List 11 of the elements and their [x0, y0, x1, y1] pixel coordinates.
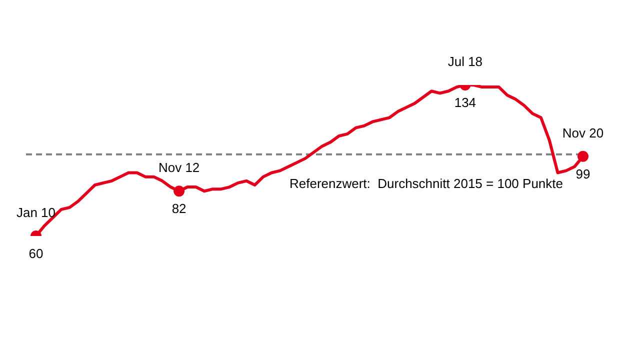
- ref-line-label: Referenzwert: Durchschnitt 2015 = 100 Punkte: [289, 176, 563, 191]
- x-tick-label: Jan 10: [16, 205, 56, 220]
- x-tick-label: Nov 12: [158, 160, 200, 176]
- point: [578, 150, 588, 162]
- data-label: 82: [172, 201, 186, 216]
- data-label: 60: [28, 246, 44, 262]
- x-tick-label: Nov 20: [562, 125, 604, 140]
- data-label: 134: [454, 95, 476, 110]
- x-tick-label: Jul 18: [448, 54, 483, 70]
- point: [174, 186, 185, 197]
- data-label: 99: [576, 166, 590, 182]
